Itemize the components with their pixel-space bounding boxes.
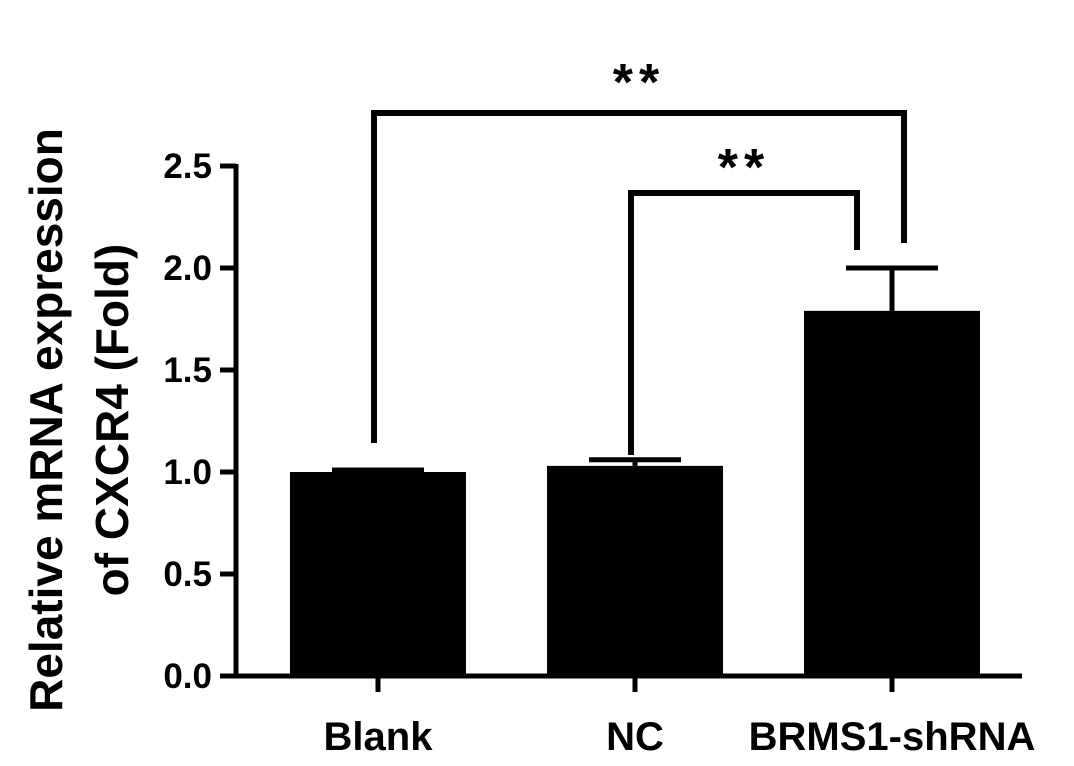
y-axis-title-line-1: Relative mRNA expression (20, 128, 72, 712)
bar-brms1-shrna (804, 310, 980, 676)
x-tick-label: NC (606, 715, 664, 759)
error-bars (332, 265, 938, 473)
x-tick-label: Blank (324, 715, 434, 759)
significance-label: ** (613, 54, 665, 112)
y-tick-label: 2.0 (163, 249, 212, 288)
y-axis-title: Relative mRNA expression of CXCR4 (Fold) (20, 128, 138, 712)
significance-bracket: ** (628, 139, 860, 455)
bracket-line (628, 190, 860, 455)
y-tick-label: 0.0 (163, 657, 212, 696)
y-tick-label: 1.0 (163, 453, 212, 492)
y-tick-label: 1.5 (163, 351, 212, 390)
y-ticks: 0.0 0.5 1.0 1.5 2.0 2.5 (163, 147, 236, 696)
bar-nc (547, 465, 723, 676)
bars (290, 310, 980, 676)
bracket-line (371, 110, 907, 443)
y-tick-label: 2.5 (163, 147, 212, 186)
x-ticks: Blank NC BRMS1-shRNA (324, 676, 1036, 759)
x-tick-label: BRMS1-shRNA (749, 715, 1036, 759)
significance-label: ** (718, 139, 770, 197)
bar-blank (290, 472, 466, 676)
y-tick-label: 0.5 (163, 555, 212, 594)
y-axis-title-line-2: of CXCR4 (Fold) (86, 244, 138, 597)
significance-brackets: ** ** (371, 54, 907, 455)
significance-bracket: ** (371, 54, 907, 443)
